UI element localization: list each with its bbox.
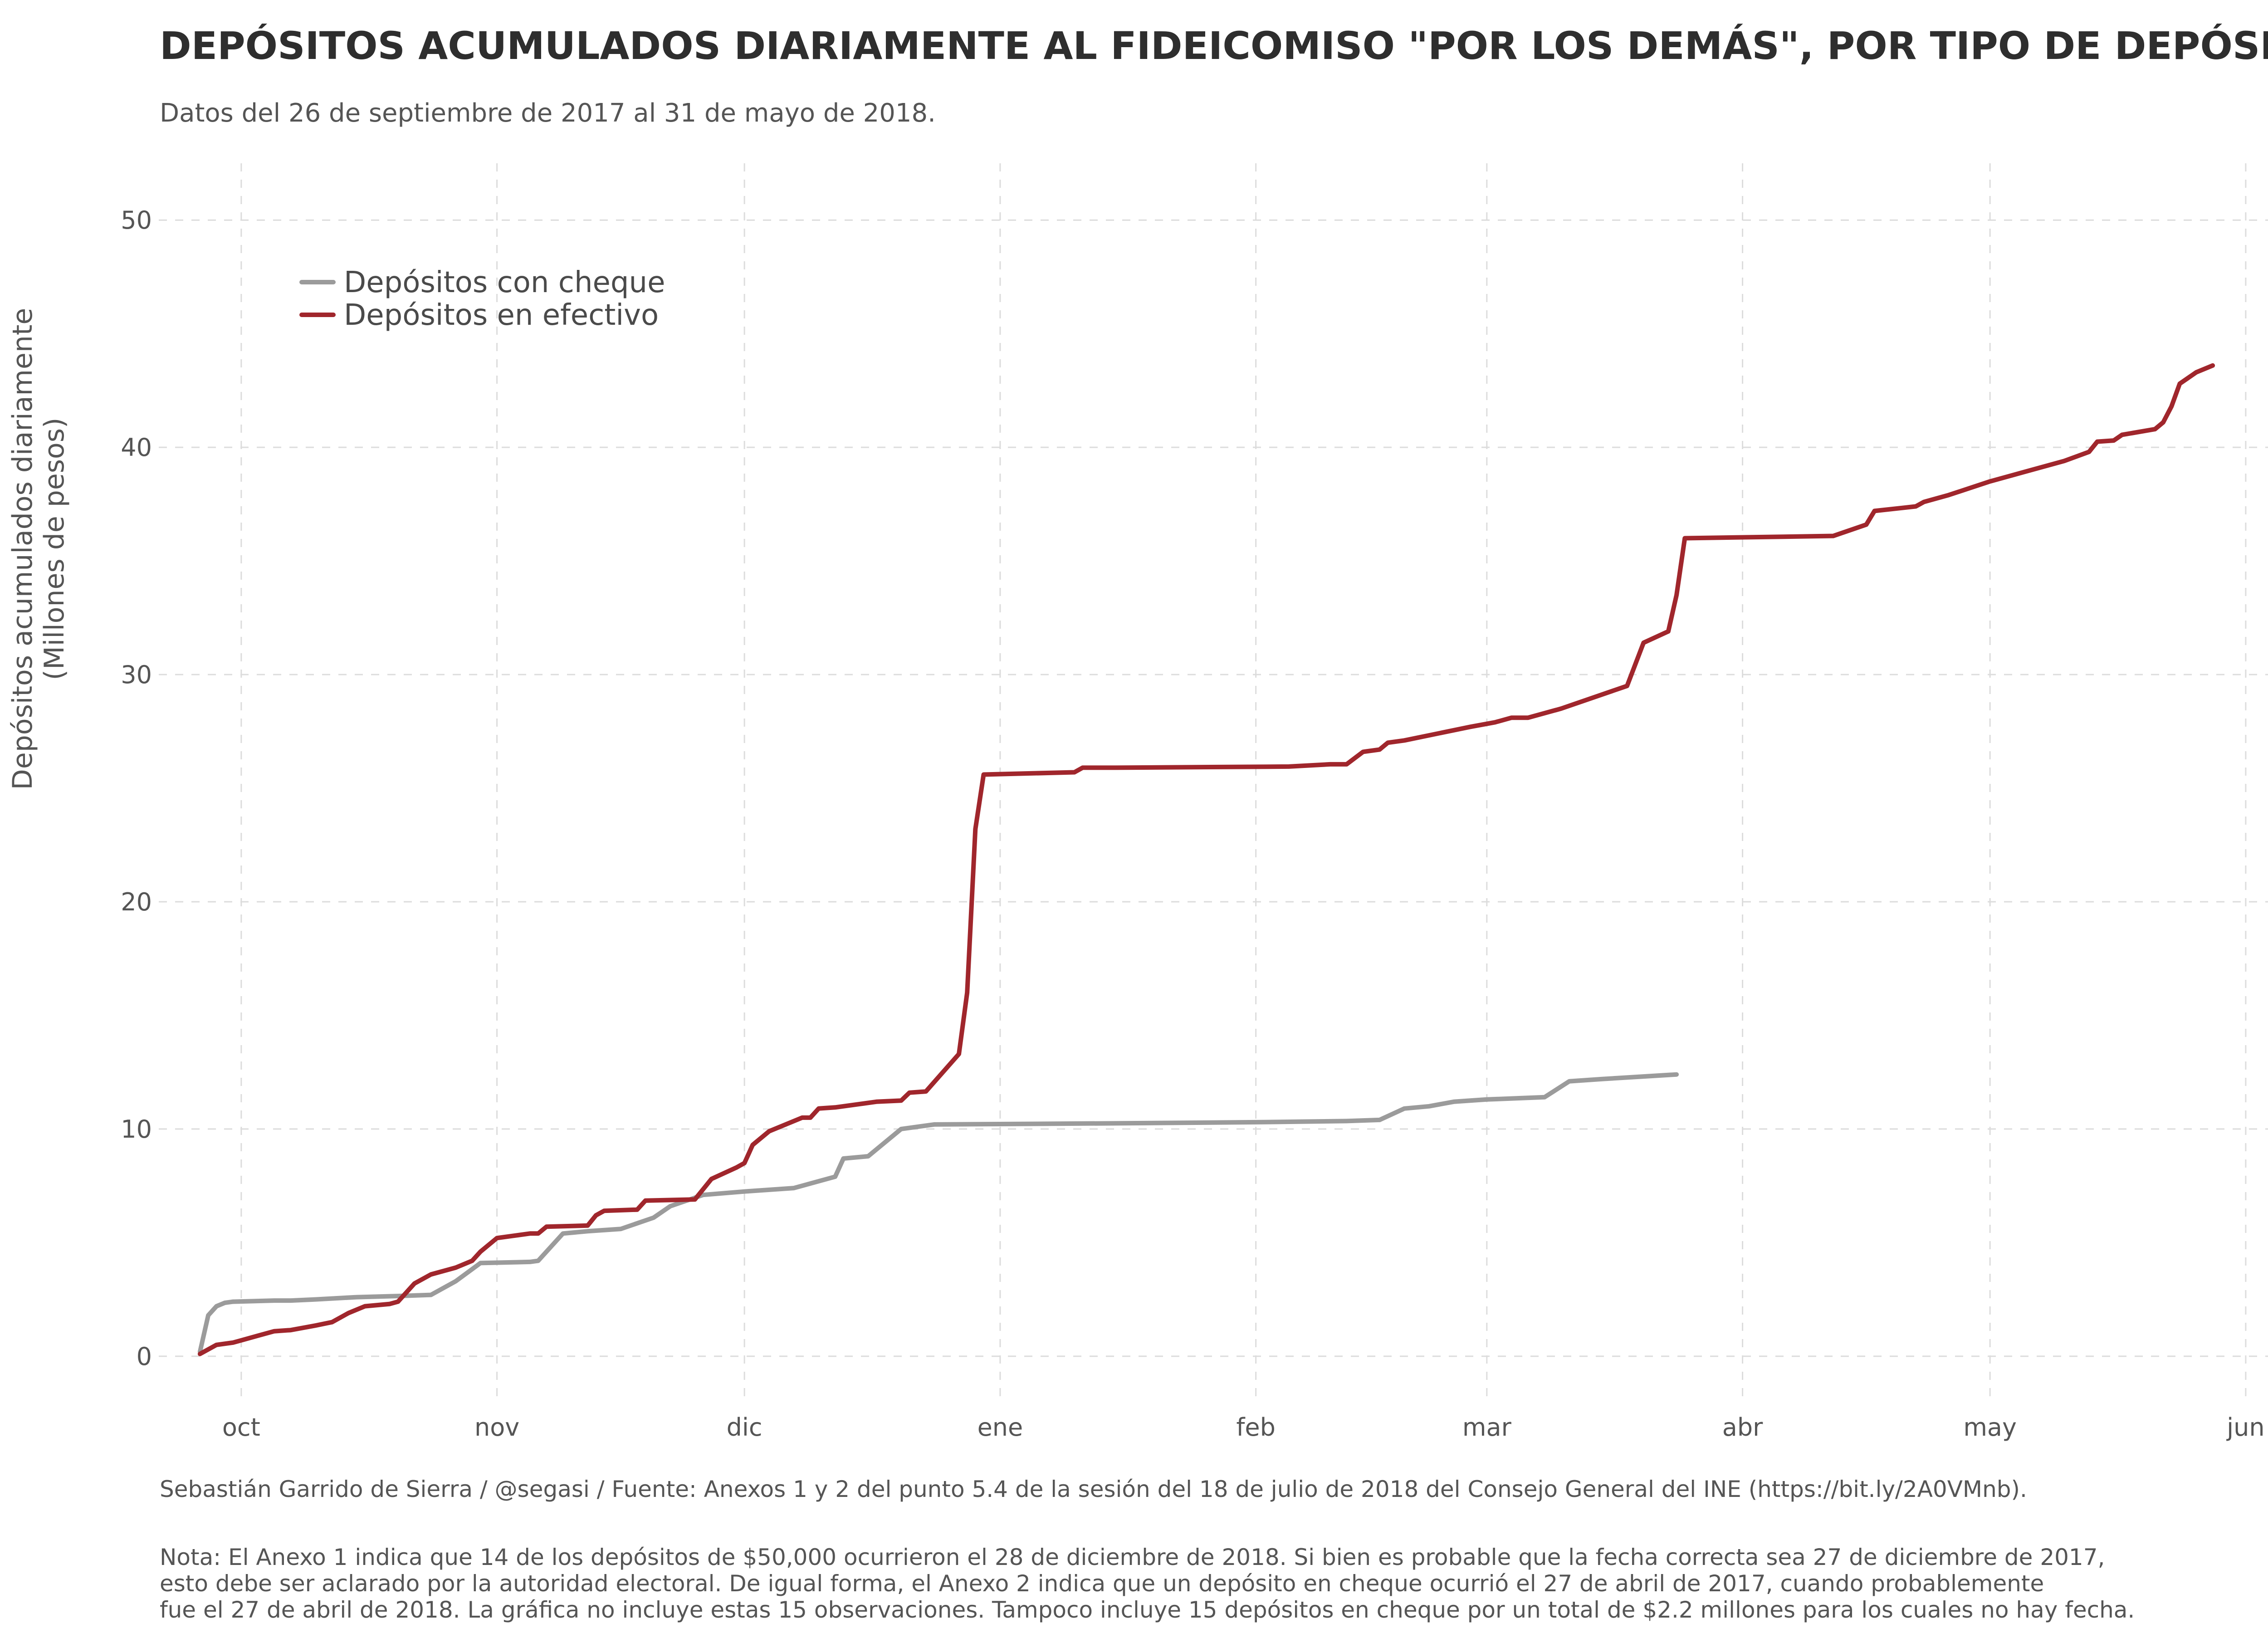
y-axis-label-line-2: (Millones de pesos) (39, 418, 70, 680)
x-tick-label-nov: nov (474, 1413, 519, 1442)
series-line-efectivo (197, 363, 2215, 1356)
chart-subtitle: Datos del 26 de septiembre de 2017 al 31… (160, 98, 936, 128)
legend: Depósitos con cheque Depósitos en efecti… (299, 266, 665, 332)
x-tick-label-abr: abr (1722, 1413, 1763, 1442)
y-tick-label-40: 40 (121, 433, 152, 462)
y-axis-label: Depósitos acumulados diariamente (Millon… (7, 308, 70, 790)
x-tick-label-may: may (1963, 1413, 2017, 1442)
y-tick-label-30: 30 (121, 660, 152, 689)
caption-note-line-2: esto debe ser aclarado por la autoridad … (160, 1570, 2044, 1597)
legend-label-cheque: Depósitos con cheque (344, 266, 665, 299)
x-tick-label-dic: dic (727, 1413, 763, 1442)
y-tick-label-10: 10 (121, 1115, 152, 1144)
y-axis-ticks: 0 10 20 30 40 50 (121, 206, 152, 1371)
caption-source: Sebastián Garrido de Sierra / @segasi / … (160, 1476, 2027, 1502)
x-tick-label-oct: oct (222, 1413, 260, 1442)
series-line-cheque (197, 1072, 1679, 1354)
x-tick-label-mar: mar (1462, 1413, 1512, 1442)
x-axis-ticks: oct nov dic ene feb mar abr may jun (222, 1413, 2265, 1442)
legend-label-efectivo: Depósitos en efectivo (344, 298, 659, 332)
x-tick-label-feb: feb (1236, 1413, 1276, 1442)
y-tick-label-50: 50 (121, 206, 152, 235)
y-tick-label-20: 20 (121, 888, 152, 916)
chart-title: DEPÓSITOS ACUMULADOS DIARIAMENTE AL FIDE… (160, 24, 2268, 68)
y-tick-label-0: 0 (137, 1342, 152, 1371)
x-tick-label-jun: jun (2226, 1413, 2264, 1442)
caption-note-line-3: fue el 27 de abril de 2018. La gráfica n… (160, 1597, 2135, 1623)
grid (159, 163, 2268, 1402)
caption-note-line-1: Nota: El Anexo 1 indica que 14 de los de… (160, 1544, 2105, 1570)
series (197, 363, 2215, 1356)
caption: Sebastián Garrido de Sierra / @segasi / … (160, 1476, 2135, 1623)
y-axis-label-line-1: Depósitos acumulados diariamente (7, 308, 39, 790)
x-tick-label-ene: ene (978, 1413, 1023, 1442)
